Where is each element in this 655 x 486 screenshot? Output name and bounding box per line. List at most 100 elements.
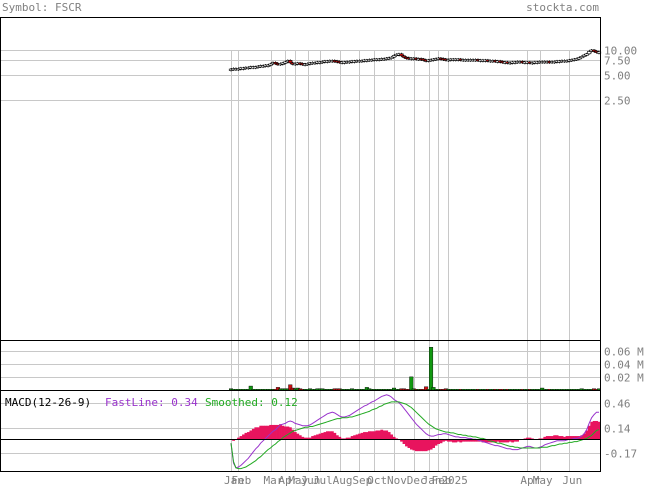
macd-histogram-bar bbox=[345, 437, 349, 440]
macd-histogram-bar bbox=[281, 425, 285, 440]
macd-smoothed-label: Smoothed: 0.12 bbox=[205, 396, 298, 409]
month-label: Jan bbox=[224, 474, 244, 486]
macd-panel bbox=[229, 394, 601, 470]
price-tick-label: 7.50 bbox=[604, 55, 631, 68]
macd-histogram-bar bbox=[456, 439, 460, 442]
macd-histogram-bar bbox=[466, 439, 470, 442]
macd-histogram-bar bbox=[400, 439, 403, 442]
macd-histogram-bar bbox=[538, 438, 542, 440]
macd-histogram-bar bbox=[432, 439, 436, 448]
candle bbox=[389, 56, 394, 59]
macd-histogram-bar bbox=[511, 439, 515, 443]
macd-histogram-bar bbox=[392, 436, 396, 440]
volume-panel bbox=[228, 347, 602, 391]
macd-histogram-bar bbox=[528, 437, 532, 440]
month-label: Feb bbox=[231, 474, 251, 486]
macd-histogram-bar bbox=[387, 432, 391, 440]
macd-histogram-bar bbox=[412, 439, 416, 451]
macd-histogram-bar bbox=[461, 439, 465, 442]
price-frame bbox=[0, 17, 601, 341]
candle bbox=[265, 64, 271, 67]
macd-histogram-bar bbox=[343, 438, 347, 440]
price-tick-label: 5.00 bbox=[604, 70, 631, 83]
macd-histogram-bar bbox=[261, 425, 265, 440]
macd-histogram-bar bbox=[306, 437, 310, 440]
macd-histogram-bar bbox=[274, 424, 277, 440]
volume-tick-label: 0.06 M bbox=[604, 346, 644, 359]
month-label: Jun bbox=[562, 474, 582, 486]
macd-histogram-bar bbox=[375, 430, 379, 440]
macd-histogram-bar bbox=[311, 436, 315, 440]
macd-histogram-bar bbox=[301, 436, 305, 440]
macd-title: MACD(12-26-9) bbox=[5, 396, 91, 409]
macd-histogram-bar bbox=[501, 439, 505, 443]
macd-histogram-bar bbox=[338, 436, 342, 440]
volume-bar bbox=[429, 347, 434, 391]
month-label: Nov bbox=[387, 474, 407, 486]
macd-histogram-bar bbox=[365, 432, 369, 440]
month-label: May bbox=[288, 474, 308, 486]
macd-histogram-bar bbox=[474, 439, 478, 442]
month-label: Feb bbox=[431, 474, 451, 486]
macd-histogram-bar bbox=[333, 432, 337, 440]
month-label: Jul bbox=[313, 474, 333, 486]
macd-histogram-bar bbox=[298, 435, 302, 440]
month-label: Sep bbox=[352, 474, 372, 486]
macd-tick-label: -0.17 bbox=[604, 448, 637, 461]
candle bbox=[582, 54, 587, 57]
candle bbox=[391, 55, 397, 58]
macd-histogram-bar bbox=[558, 436, 561, 440]
candle bbox=[584, 53, 589, 56]
macd-histogram-bar bbox=[597, 421, 601, 440]
macd-histogram-bar bbox=[409, 439, 413, 450]
macd-histogram-bar bbox=[284, 426, 287, 440]
macd-histogram-bar bbox=[543, 436, 547, 440]
macd-histogram-bar bbox=[232, 439, 235, 441]
volume-bar bbox=[409, 376, 414, 391]
candle bbox=[579, 55, 584, 59]
macd-histogram-bar bbox=[437, 439, 440, 444]
macd-histogram-bar bbox=[237, 437, 240, 440]
macd-histogram-bar bbox=[570, 436, 574, 440]
macd-histogram-bar bbox=[582, 433, 586, 440]
macd-histogram-bar bbox=[350, 436, 354, 440]
macd-smoothed-line bbox=[230, 401, 600, 470]
macd-histogram-bar bbox=[318, 433, 322, 440]
macd-histogram-bar bbox=[491, 439, 495, 443]
macd-histogram-bar bbox=[585, 430, 589, 440]
macd-histogram-bar bbox=[550, 436, 554, 440]
axis-labels: 10.007.50 5.00 2.50 0.06 M0.04 M0.02 M 0.46 0… bbox=[224, 45, 644, 486]
macd-histogram-bar bbox=[368, 431, 371, 440]
macd-histogram-bar bbox=[251, 428, 255, 440]
price-tick-label: 2.50 bbox=[604, 95, 631, 108]
macd-histogram-bar bbox=[439, 439, 443, 444]
macd-histogram-bar bbox=[565, 436, 569, 440]
macd-histogram-bar bbox=[259, 425, 263, 440]
candle bbox=[283, 61, 288, 64]
macd-histogram-bar bbox=[486, 439, 490, 443]
macd-histogram-bar bbox=[540, 438, 544, 440]
macd-histogram-bar bbox=[560, 436, 564, 440]
volume-frame bbox=[0, 340, 601, 391]
macd-histogram-bar bbox=[370, 431, 374, 440]
macd-histogram-bar bbox=[348, 437, 352, 440]
macd-fast-label: FastLine: 0.34 bbox=[105, 396, 198, 409]
macd-histogram-bar bbox=[279, 424, 282, 440]
macd-histogram-bar bbox=[385, 430, 389, 440]
macd-histogram-bar bbox=[360, 432, 364, 440]
macd-histogram-bar bbox=[340, 438, 344, 440]
macd-histogram-bar bbox=[545, 436, 549, 440]
volume-tick-label: 0.02 M bbox=[604, 372, 644, 385]
macd-histogram-bar bbox=[508, 439, 512, 442]
macd-histogram-bar bbox=[363, 432, 366, 440]
macd-histogram-bar bbox=[531, 438, 534, 440]
macd-histogram-bar bbox=[580, 435, 584, 440]
month-label: Jun bbox=[301, 474, 321, 486]
macd-histogram-bar bbox=[516, 439, 519, 442]
month-label: Aug bbox=[333, 474, 353, 486]
macd-histogram-bar bbox=[291, 429, 295, 440]
macd-histogram-bar bbox=[269, 424, 273, 440]
macd-histogram-bar bbox=[419, 439, 423, 452]
macd-histogram-bar bbox=[323, 432, 327, 440]
macd-histogram-bar bbox=[286, 426, 290, 440]
